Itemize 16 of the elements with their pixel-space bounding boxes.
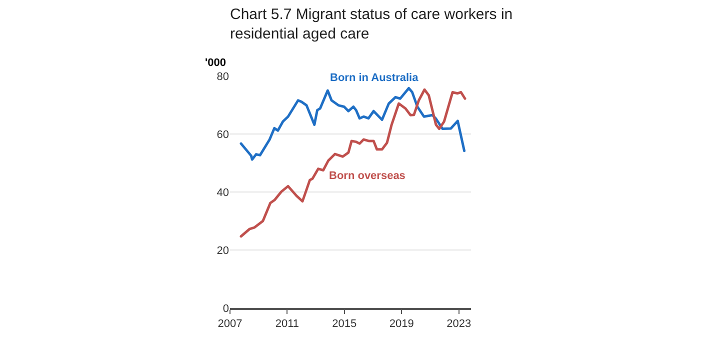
series-label: Born overseas bbox=[329, 170, 406, 182]
y-tick-label: 20 bbox=[216, 244, 229, 257]
y-tick-label: 40 bbox=[216, 186, 229, 199]
y-tick-label: 0 bbox=[222, 302, 229, 315]
line-series bbox=[240, 88, 466, 238]
x-tick-label: 2015 bbox=[332, 318, 357, 330]
series-label: Born in Australia bbox=[330, 72, 420, 84]
y-axis-title: '000 bbox=[205, 57, 226, 69]
x-tick-label: 2019 bbox=[389, 318, 414, 330]
line-series bbox=[240, 86, 466, 161]
y-tick-label: 80 bbox=[216, 70, 229, 83]
x-tick-label: 2023 bbox=[446, 318, 472, 330]
x-tick-label: 2007 bbox=[218, 318, 242, 330]
chart-title: Chart 5.7 Migrant status of care workers in residential aged care bbox=[230, 6, 513, 42]
y-tick-label: 60 bbox=[216, 128, 229, 141]
x-tick-label: 2011 bbox=[275, 318, 300, 330]
